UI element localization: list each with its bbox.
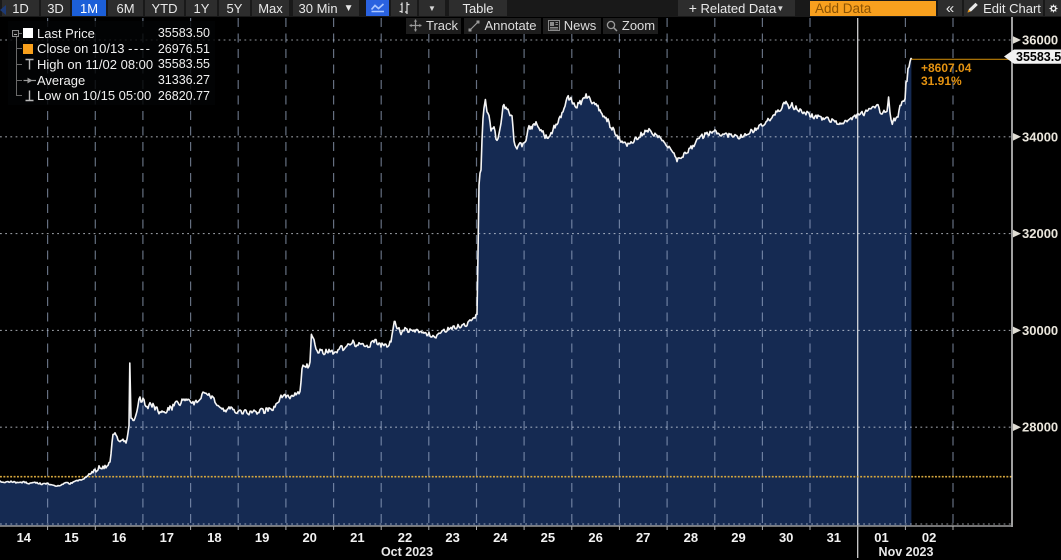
svg-text:28: 28 [684, 530, 698, 545]
svg-text:24: 24 [493, 530, 508, 545]
svg-text:35583.50: 35583.50 [1016, 50, 1061, 64]
svg-text:22: 22 [398, 530, 412, 545]
svg-text:02: 02 [922, 530, 936, 545]
svg-text:32000: 32000 [1022, 226, 1058, 241]
svg-text:18: 18 [207, 530, 221, 545]
svg-text:34000: 34000 [1022, 129, 1058, 144]
svg-text:Nov 2023: Nov 2023 [879, 545, 934, 559]
svg-text:23: 23 [445, 530, 459, 545]
svg-text:26: 26 [588, 530, 602, 545]
svg-text:30000: 30000 [1022, 323, 1058, 338]
svg-text:27: 27 [636, 530, 650, 545]
svg-text:Oct 2023: Oct 2023 [381, 545, 433, 559]
svg-text:25: 25 [541, 530, 555, 545]
svg-text:14: 14 [17, 530, 32, 545]
svg-text:29: 29 [731, 530, 745, 545]
svg-text:15: 15 [64, 530, 78, 545]
svg-text:19: 19 [255, 530, 269, 545]
svg-text:28000: 28000 [1022, 420, 1058, 435]
svg-text:31.91%: 31.91% [921, 74, 962, 88]
svg-text:31: 31 [827, 530, 841, 545]
svg-text:30: 30 [779, 530, 793, 545]
svg-text:17: 17 [160, 530, 174, 545]
svg-text:16: 16 [112, 530, 126, 545]
svg-text:21: 21 [350, 530, 364, 545]
svg-text:01: 01 [874, 530, 888, 545]
svg-text:36000: 36000 [1022, 33, 1058, 48]
svg-text:+8607.04: +8607.04 [921, 61, 972, 75]
svg-text:20: 20 [302, 530, 316, 545]
